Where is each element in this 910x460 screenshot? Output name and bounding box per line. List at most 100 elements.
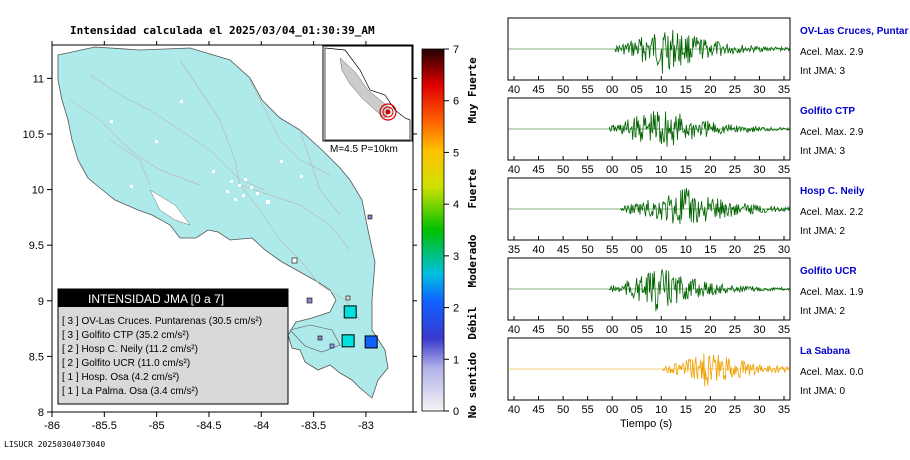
trace-tick-label: 35 (778, 164, 790, 176)
location-inset: M=4.5 P=10km (322, 45, 413, 155)
figure-title: Intensidad calculada el 2025/03/04_01:30… (70, 24, 375, 37)
trace-tick-label: 00 (606, 164, 618, 176)
trace-tick-label: 15 (704, 244, 716, 256)
trace-waveform (614, 29, 790, 74)
seismogram-trace-3: 40 45 50 55 00 05 10 15 20 25 30 35 Golfito UCR Acel.… (507, 257, 864, 336)
trace-tick-label: 50 (557, 84, 569, 96)
trace-tick-label: 25 (729, 164, 741, 176)
map-panel: 11 10.5 10 9.5 9 8.5 8 -86 -85.5 -85 -84.5 -84 -83.… (23, 41, 417, 432)
trace-station-name: Golfito UCR (800, 266, 857, 277)
trace-tick-label: 10 (680, 244, 692, 256)
colorbar-category-label: Fuerte (466, 168, 479, 208)
intensity-legend: INTENSIDAD JMA [0 a 7] [ 3 ] OV-Las Cruc… (57, 288, 289, 405)
lat-tick-label: 9 (38, 296, 44, 308)
colorbar-tick-label: 7 (453, 44, 459, 56)
trace-tick-label: 20 (729, 244, 741, 256)
trace-tick-label: 05 (655, 244, 667, 256)
lon-tick-label: -83.5 (301, 420, 326, 432)
colorbar-category-label: No sentido (466, 352, 479, 419)
colorbar-tick-label: 0 (453, 406, 459, 418)
trace-waveform (609, 111, 790, 147)
seismogram-trace-2: 35 40 45 50 55 00 05 10 15 20 25 30 Hosp C. Neily Ace… (507, 177, 865, 256)
seismogram-panels: 40 45 50 55 00 05 10 15 20 25 30 35 OV-Las Cruces, P… (507, 17, 908, 416)
trace-waveform (609, 268, 790, 312)
lat-tick-label: 10 (32, 185, 44, 197)
trace-station-name: Golfito CTP (800, 106, 855, 117)
colorbar-category-label: Muy Fuerte (466, 57, 479, 124)
trace-tick-label: 45 (532, 404, 544, 416)
intensity-colorbar: 0 1 2 3 4 5 6 7 No sentido Débil Moderado Fuerte Mu… (421, 44, 479, 418)
trace-tick-label: 50 (557, 164, 569, 176)
legend-box (57, 288, 289, 405)
trace-tick-label: 05 (631, 324, 643, 336)
legend-row: [ 3 ] Golfito CTP (35.2 cm/s²) (62, 330, 189, 341)
seismogram-trace-1: 40 45 50 55 00 05 10 15 20 25 30 35 Golfito CTP Acel.… (507, 97, 864, 176)
trace-tick-label: 10 (655, 164, 667, 176)
lat-tick-label: 9.5 (29, 240, 44, 252)
trace-acel-label: Acel. Max. 2.9 (800, 127, 864, 138)
trace-tick-label: 55 (582, 324, 594, 336)
trace-tick-label: 55 (582, 84, 594, 96)
trace-tick-label: 15 (680, 84, 692, 96)
trace-station-name: OV-Las Cruces, Puntar (800, 26, 908, 37)
time-axis-label: Tiempo (s) (620, 418, 672, 430)
trace-tick-label: 00 (631, 244, 643, 256)
lon-tick-label: -83 (358, 420, 374, 432)
colorbar-category-label: Moderado (466, 234, 479, 287)
legend-row: [ 2 ] Golfito UCR (11.0 cm/s²) (62, 358, 190, 369)
trace-tick-label: 25 (753, 244, 765, 256)
trace-tick-label: 40 (508, 84, 520, 96)
seismogram-trace-4: 40 45 50 55 00 05 10 15 20 25 30 35 La Sabana Acel. M… (507, 337, 864, 416)
trace-tick-label: 45 (532, 164, 544, 176)
trace-acel-label: Acel. Max. 2.2 (800, 207, 864, 218)
osa-peninsula (289, 324, 341, 353)
trace-tick-label: 20 (704, 324, 716, 336)
trace-int-label: Int JMA: 0 (800, 386, 845, 397)
trace-acel-label: Acel. Max. 0.0 (800, 367, 864, 378)
colorbar-category-label: Débil (466, 307, 479, 340)
trace-tick-label: 35 (778, 84, 790, 96)
trace-tick-label: 20 (704, 404, 716, 416)
trace-tick-label: 30 (778, 244, 790, 256)
trace-tick-label: 25 (729, 324, 741, 336)
station-marker (364, 335, 378, 349)
trace-tick-label: 40 (508, 324, 520, 336)
trace-tick-label: 10 (655, 84, 667, 96)
trace-tick-label: 00 (606, 84, 618, 96)
trace-tick-label: 25 (729, 84, 741, 96)
trace-tick-label: 55 (582, 164, 594, 176)
trace-tick-label: 45 (557, 244, 569, 256)
trace-tick-label: 55 (582, 404, 594, 416)
trace-tick-label: 05 (631, 84, 643, 96)
trace-int-label: Int JMA: 2 (800, 306, 845, 317)
trace-tick-label: 05 (631, 164, 643, 176)
longitude-axis: -86 -85.5 -85 -84.5 -84 -83.5 -83 (44, 41, 374, 432)
footer-id: LISUCR 20250304073040 (4, 440, 105, 449)
lat-tick-label: 10.5 (23, 129, 44, 141)
trace-tick-label: 35 (508, 244, 520, 256)
lon-tick-label: -86 (44, 420, 60, 432)
legend-row: [ 3 ] OV-Las Cruces. Puntarenas (30.5 cm… (62, 316, 262, 327)
inset-magnitude-label: M=4.5 P=10km (330, 144, 398, 155)
lat-tick-label: 11 (33, 73, 44, 85)
trace-int-label: Int JMA: 3 (800, 66, 845, 77)
trace-tick-label: 45 (532, 324, 544, 336)
town-markers (110, 100, 303, 204)
trace-station-name: Hosp C. Neily (800, 186, 865, 197)
trace-tick-label: 15 (680, 404, 692, 416)
trace-tick-label: 15 (680, 324, 692, 336)
trace-tick-label: 00 (606, 404, 618, 416)
colorbar-ticks: 0 1 2 3 4 5 6 7 (444, 44, 459, 418)
trace-tick-label: 30 (753, 404, 765, 416)
colorbar-category-labels: No sentido Débil Moderado Fuerte Muy Fuerte (466, 57, 479, 418)
lat-tick-label: 8.5 (29, 351, 44, 363)
minor-station-markers (291, 214, 373, 349)
inset-costa-rica (339, 57, 391, 119)
intensity-station-layer (341, 305, 378, 349)
latitude-axis: 11 10.5 10 9.5 9 8.5 8 (23, 73, 417, 419)
trace-acel-label: Acel. Max. 1.9 (800, 287, 864, 298)
legend-row: [ 1 ] La Palma. Osa (3.4 cm/s²) (62, 386, 198, 397)
gulf-of-nicoya (149, 189, 191, 226)
trace-tick-label: 35 (778, 324, 790, 336)
